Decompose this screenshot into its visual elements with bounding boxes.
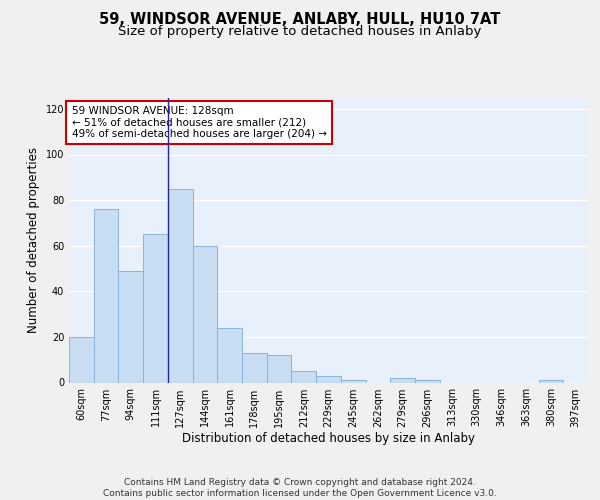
Text: 59 WINDSOR AVENUE: 128sqm
← 51% of detached houses are smaller (212)
49% of semi: 59 WINDSOR AVENUE: 128sqm ← 51% of detac… <box>71 106 326 140</box>
Y-axis label: Number of detached properties: Number of detached properties <box>27 147 40 333</box>
Bar <box>118 271 143 382</box>
Bar <box>217 328 242 382</box>
X-axis label: Distribution of detached houses by size in Anlaby: Distribution of detached houses by size … <box>182 432 475 446</box>
Bar <box>94 209 118 382</box>
Text: Size of property relative to detached houses in Anlaby: Size of property relative to detached ho… <box>118 25 482 38</box>
Bar <box>168 188 193 382</box>
Bar <box>341 380 365 382</box>
Bar <box>539 380 563 382</box>
Text: Contains HM Land Registry data © Crown copyright and database right 2024.
Contai: Contains HM Land Registry data © Crown c… <box>103 478 497 498</box>
Bar <box>242 353 267 382</box>
Bar <box>316 376 341 382</box>
Bar <box>267 355 292 382</box>
Bar <box>390 378 415 382</box>
Bar <box>292 371 316 382</box>
Bar <box>69 337 94 382</box>
Bar <box>193 246 217 382</box>
Bar <box>415 380 440 382</box>
Text: 59, WINDSOR AVENUE, ANLABY, HULL, HU10 7AT: 59, WINDSOR AVENUE, ANLABY, HULL, HU10 7… <box>100 12 500 28</box>
Bar <box>143 234 168 382</box>
